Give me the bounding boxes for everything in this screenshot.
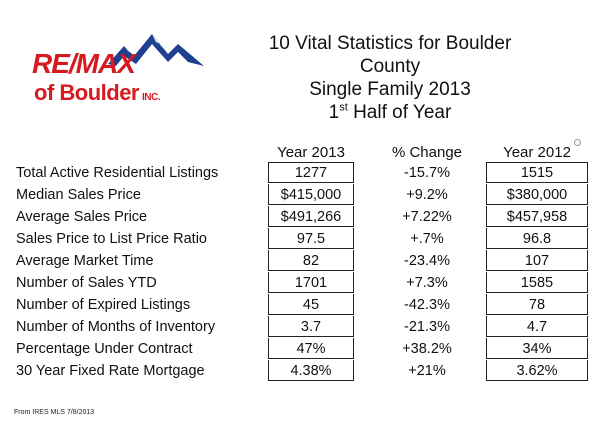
cell-border: [486, 338, 588, 359]
table-row: Number of Expired Listings 45 -42.3% 78: [16, 294, 591, 316]
cell-border: [268, 206, 354, 227]
table-row: Number of Sales YTD 1701 +7.3% 1585: [16, 272, 591, 294]
row-label: Total Active Residential Listings: [16, 165, 219, 181]
value-2012: $380,000: [506, 187, 568, 203]
mountains-logo-icon: [108, 34, 204, 66]
title-line-3: 1st Half of Year: [240, 101, 540, 124]
table-row: 30 Year Fixed Rate Mortgage 4.38% +21% 3…: [16, 360, 591, 382]
value-change: +21%: [408, 363, 446, 379]
value-2013: 45: [302, 297, 320, 313]
row-label: 30 Year Fixed Rate Mortgage: [16, 363, 205, 379]
column-header-change: % Change: [391, 144, 463, 161]
value-2012: 1515: [520, 165, 554, 181]
table-row: Number of Months of Inventory 3.7 -21.3%…: [16, 316, 591, 338]
column-header-year-2013: Year 2013: [277, 144, 345, 161]
statistics-table: Total Active Residential Listings 1277 -…: [16, 162, 591, 382]
source-footnote: From IRES MLS 7/8/2013: [14, 409, 95, 416]
cell-border: [268, 250, 354, 271]
cell-border: [486, 250, 588, 271]
cell-border: [268, 272, 354, 293]
logo-inc-suffix: INC.: [142, 92, 161, 103]
cell-border: [268, 338, 354, 359]
cell-border: [268, 360, 354, 381]
value-2013: 3.7: [300, 319, 322, 335]
cell-border: [268, 162, 354, 183]
cell-border: [486, 316, 588, 337]
cell-border: [268, 228, 354, 249]
logo-bottom-text: of Boulder INC.: [34, 80, 161, 105]
value-change: -42.3%: [404, 297, 450, 313]
value-change: +7.22%: [402, 209, 452, 225]
value-change: +38.2%: [402, 341, 452, 357]
cell-border: [486, 162, 588, 183]
page-title: 10 Vital Statistics for Boulder County S…: [240, 32, 540, 124]
table-row: Total Active Residential Listings 1277 -…: [16, 162, 591, 184]
row-label: Percentage Under Contract: [16, 341, 193, 357]
row-label: Average Sales Price: [16, 209, 148, 225]
row-label: Number of Months of Inventory: [16, 319, 216, 335]
value-change: -23.4%: [404, 253, 450, 269]
logo-top-text: RE/MAX: [32, 48, 136, 79]
value-change: +7.3%: [406, 275, 448, 291]
row-label: Median Sales Price: [16, 187, 141, 203]
title-line-3-number: 1: [328, 102, 340, 123]
value-2013: 1701: [294, 275, 328, 291]
table-row: Percentage Under Contract 47% +38.2% 34%: [16, 338, 591, 360]
value-2012: 34%: [522, 341, 552, 357]
row-label: Average Market Time: [16, 253, 154, 269]
value-2013: 47%: [296, 341, 326, 357]
value-2012: 78: [528, 297, 546, 313]
cell-border: [486, 228, 588, 249]
row-label: Sales Price to List Price Ratio: [16, 231, 207, 247]
cell-border: [268, 294, 354, 315]
cell-border: [486, 184, 588, 205]
value-2013: 4.38%: [290, 363, 332, 379]
value-2012: 96.8: [522, 231, 552, 247]
row-label: Number of Expired Listings: [16, 297, 191, 313]
table-row: Sales Price to List Price Ratio 97.5 +.7…: [16, 228, 591, 250]
cell-border: [486, 294, 588, 315]
column-header-year-2012: Year 2012: [503, 144, 571, 161]
value-2013: $415,000: [280, 187, 342, 203]
value-2012: 3.62%: [516, 363, 558, 379]
title-line-2: Single Family 2013: [309, 79, 471, 100]
value-change: +.7%: [410, 231, 444, 247]
value-2012: 4.7: [526, 319, 548, 335]
value-2013: 97.5: [296, 231, 326, 247]
value-2012: $457,958: [506, 209, 568, 225]
row-label: Number of Sales YTD: [16, 275, 157, 291]
cell-border: [486, 360, 588, 381]
remax-logo: RE/MAX of Boulder INC.: [30, 30, 230, 114]
logo-bottom-label: of Boulder: [34, 80, 140, 105]
corner-dot-icon: [574, 139, 581, 146]
title-line-1: 10 Vital Statistics for Boulder County: [268, 33, 512, 77]
cell-border: [268, 184, 354, 205]
cell-border: [486, 206, 588, 227]
value-2012: 107: [524, 253, 550, 269]
value-change: -15.7%: [404, 165, 450, 181]
value-2013: 1277: [294, 165, 328, 181]
value-2013: 82: [302, 253, 320, 269]
value-2013: $491,266: [280, 209, 342, 225]
cell-border: [268, 316, 354, 337]
title-line-3-ordinal: st: [339, 101, 348, 114]
value-change: -21.3%: [404, 319, 450, 335]
title-line-3-rest: Half of Year: [347, 102, 452, 123]
table-row: Median Sales Price $415,000 +9.2% $380,0…: [16, 184, 591, 206]
value-2012: 1585: [520, 275, 554, 291]
table-row: Average Market Time 82 -23.4% 107: [16, 250, 591, 272]
cell-border: [486, 272, 588, 293]
value-change: +9.2%: [406, 187, 448, 203]
table-row: Average Sales Price $491,266 +7.22% $457…: [16, 206, 591, 228]
